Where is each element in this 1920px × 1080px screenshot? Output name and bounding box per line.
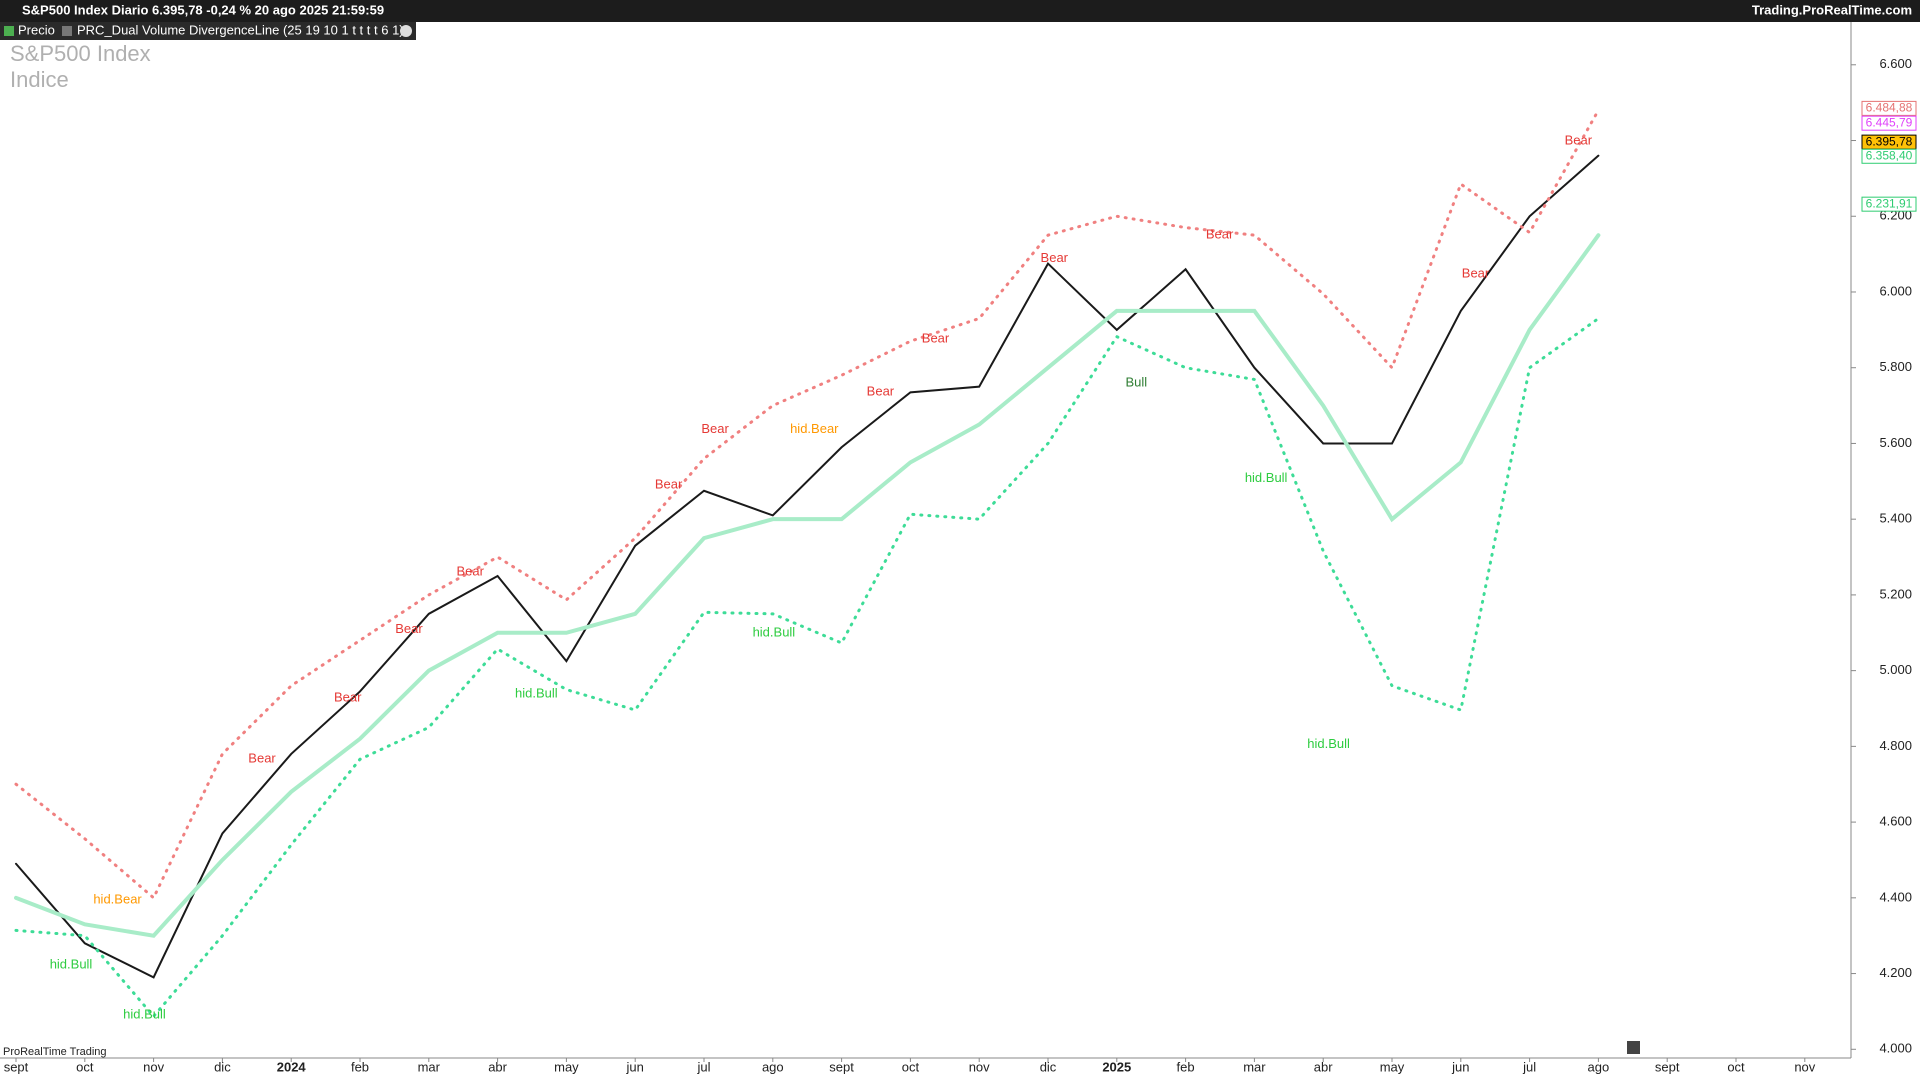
footer: ProRealTime Trading	[3, 1046, 107, 1058]
x-tick-label: jun	[626, 1059, 644, 1074]
x-tick-label: feb	[351, 1059, 369, 1074]
y-tick-label: 6.000	[1879, 283, 1912, 298]
price-badge-label: 6.395,78	[1866, 134, 1913, 148]
annotation: hid.Bull	[1307, 736, 1350, 751]
x-tick-label: mar	[1243, 1059, 1266, 1074]
price-badge-label: 6.484,88	[1866, 101, 1913, 115]
x-tick-label: sept	[1655, 1059, 1680, 1074]
y-tick-label: 5.200	[1879, 586, 1912, 601]
x-tick-label: abr	[488, 1059, 507, 1074]
annotation: hid.Bull	[123, 1007, 166, 1022]
annotation: Bear	[395, 621, 423, 636]
x-tick-label: 2025	[1102, 1059, 1131, 1074]
x-tick-label: sept	[829, 1059, 854, 1074]
tag-bar	[0, 22, 416, 40]
price-tag[interactable]: Precio	[18, 22, 55, 37]
annotation: Bear	[248, 751, 276, 766]
price-badge	[1861, 115, 1917, 131]
watermark: Indice	[10, 67, 69, 92]
info-icon[interactable]	[1627, 1041, 1640, 1054]
y-tick-label: 4.600	[1879, 814, 1912, 829]
y-tick-label: 4.200	[1879, 965, 1912, 980]
x-tick-label: sept	[4, 1059, 29, 1074]
y-tick-label: 5.000	[1879, 662, 1912, 677]
annotation: Bear	[1462, 266, 1490, 281]
x-tick-label: jun	[1451, 1059, 1469, 1074]
annotation: Bear	[1041, 250, 1069, 265]
price-badge-label: 6.231,91	[1866, 196, 1913, 210]
series-line	[14, 108, 1600, 901]
annotation: Bear	[701, 421, 729, 436]
annotation: Bear	[867, 383, 895, 398]
x-tick-label: oct	[1727, 1059, 1745, 1074]
x-tick-label: may	[554, 1059, 579, 1074]
header-bar	[0, 0, 1920, 22]
annotation: hid.Bear	[790, 421, 839, 436]
indicator-tag[interactable]: PRC_Dual Volume DivergenceLine (25 19 10…	[77, 22, 404, 37]
x-tick-label: 2024	[277, 1059, 307, 1074]
x-tick-label: feb	[1177, 1059, 1195, 1074]
annotation: hid.Bull	[515, 686, 558, 701]
y-tick-label: 5.800	[1879, 359, 1912, 374]
series-line	[15, 154, 1600, 979]
x-tick-label: abr	[1314, 1059, 1333, 1074]
annotation: Bear	[456, 563, 484, 578]
annotation: hid.Bull	[1245, 470, 1288, 485]
annotation: hid.Bull	[50, 956, 93, 971]
y-tick-label: 4.400	[1879, 889, 1912, 904]
y-tick-label: 5.400	[1879, 511, 1912, 526]
series-line	[14, 233, 1601, 938]
x-tick-label: nov	[143, 1059, 164, 1074]
x-tick-label: oct	[902, 1059, 920, 1074]
x-tick-label: dic	[214, 1059, 231, 1074]
x-tick-label: may	[1380, 1059, 1405, 1074]
x-tick-label: mar	[418, 1059, 441, 1074]
close-button[interactable]	[400, 25, 412, 37]
x-tick-label: jul	[1522, 1059, 1536, 1074]
x-tick-label: nov	[1794, 1059, 1815, 1074]
x-tick-label: jul	[696, 1059, 710, 1074]
x-tick-label: ago	[1588, 1059, 1610, 1074]
header-site: Trading.ProRealTime.com	[1752, 2, 1912, 17]
x-tick-label: dic	[1040, 1059, 1057, 1074]
annotation: Bull	[1125, 375, 1147, 390]
y-tick-label: 6.600	[1879, 56, 1912, 71]
x-tick-label: ago	[762, 1059, 784, 1074]
x-tick-label: oct	[76, 1059, 94, 1074]
annotation: Bear	[1206, 227, 1234, 242]
annotation: Bear	[1565, 132, 1593, 147]
price-badge	[1861, 148, 1917, 164]
price-badge-label: 6.358,40	[1866, 148, 1913, 162]
annotation: hid.Bear	[93, 891, 142, 906]
annotation: Bear	[922, 331, 950, 346]
price-badge	[1861, 100, 1917, 116]
y-tick-label: 4.000	[1879, 1041, 1912, 1056]
indicator-icon	[62, 26, 72, 36]
annotation: Bear	[655, 476, 683, 491]
annotation: hid.Bull	[753, 625, 796, 640]
price-icon	[4, 26, 14, 36]
header-title: S&P500 Index Diario 6.395,78 -0,24 % 20 …	[22, 2, 384, 17]
series-line	[14, 316, 1600, 1019]
y-tick-label: 4.800	[1879, 738, 1912, 753]
price-badge	[1861, 196, 1917, 212]
x-tick-label: nov	[969, 1059, 990, 1074]
price-badge-label: 6.445,79	[1866, 115, 1913, 129]
annotation: Bear	[334, 689, 362, 704]
watermark: S&P500 Index	[10, 41, 151, 66]
y-tick-label: 5.600	[1879, 435, 1912, 450]
